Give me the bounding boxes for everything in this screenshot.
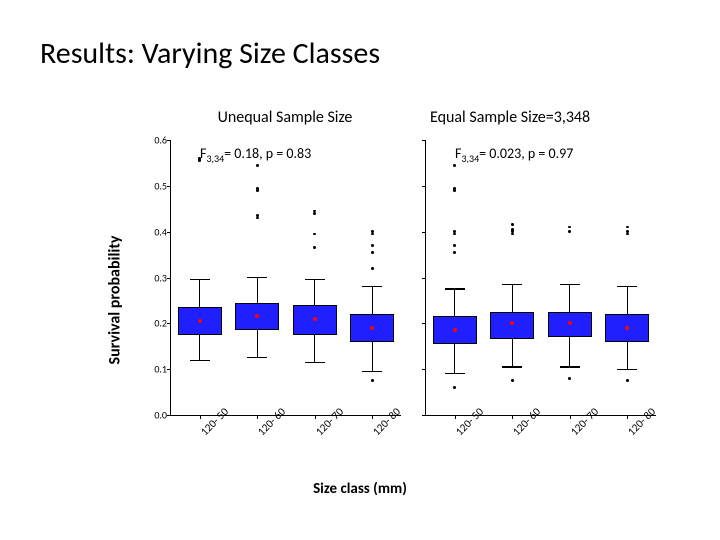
cap-upper xyxy=(560,284,580,285)
cap-lower xyxy=(305,362,325,363)
outlier-dot xyxy=(626,226,629,229)
cap-lower xyxy=(190,360,210,361)
whisker-upper xyxy=(199,280,200,308)
panel-title-left: Unequal Sample Size xyxy=(170,108,400,127)
cap-upper xyxy=(362,286,382,287)
xtick-label: 70 -120 xyxy=(313,405,346,438)
outlier-dot xyxy=(256,189,259,192)
plot-right: 50 -12060 -12070 -12080 -120 xyxy=(425,140,656,416)
whisker-upper xyxy=(512,284,513,312)
outlier-dot xyxy=(371,267,374,270)
ytick-label: 0.0 xyxy=(154,409,171,422)
cap-upper xyxy=(190,279,210,280)
ytick-label: 0.1 xyxy=(154,363,171,376)
outlier-dot xyxy=(313,212,316,215)
cap-upper xyxy=(305,279,325,280)
whisker-lower xyxy=(512,339,513,367)
outlier-dot xyxy=(371,251,374,254)
cap-lower xyxy=(362,371,382,372)
outlier-dot xyxy=(511,223,514,226)
cap-lower xyxy=(617,369,637,370)
outlier-dot xyxy=(453,233,456,236)
cap-upper xyxy=(247,277,267,278)
cap-lower xyxy=(560,366,580,367)
outlier-dot xyxy=(313,246,316,249)
outlier-dot xyxy=(371,233,374,236)
outlier-dot xyxy=(511,233,514,236)
outlier-dot xyxy=(626,379,629,382)
cap-upper xyxy=(445,288,465,289)
xtick-label: 60 -120 xyxy=(510,405,543,438)
xtick-label: 70 -120 xyxy=(568,405,601,438)
outlier-dot xyxy=(568,226,571,229)
whisker-upper xyxy=(314,280,315,305)
ytick-label: 0.6 xyxy=(154,134,171,147)
median-dot xyxy=(453,328,457,332)
ytick-label: 0.5 xyxy=(154,179,171,192)
ytick-label: 0.3 xyxy=(154,271,171,284)
whisker-lower xyxy=(199,335,200,360)
xtick-label: 80 -120 xyxy=(370,405,403,438)
outlier-dot xyxy=(511,379,514,382)
outlier-dot xyxy=(568,230,571,233)
outlier-dot xyxy=(371,379,374,382)
outlier-dot xyxy=(256,217,259,220)
xtick-label: 80 -120 xyxy=(625,405,658,438)
cap-lower xyxy=(445,373,465,374)
cap-upper xyxy=(617,286,637,287)
whisker-lower xyxy=(314,335,315,363)
whisker-upper xyxy=(257,278,258,303)
whisker-upper xyxy=(569,284,570,312)
xtick-label: 50 -120 xyxy=(198,405,231,438)
xtick-label: 60 -120 xyxy=(255,405,288,438)
whisker-lower xyxy=(454,344,455,374)
outlier-dot xyxy=(453,244,456,247)
panel-title-right: Equal Sample Size=3,348 xyxy=(430,108,660,127)
outlier-dot xyxy=(256,164,259,167)
outlier-dot xyxy=(371,244,374,247)
outlier-dot xyxy=(453,251,456,254)
cap-upper xyxy=(502,284,522,285)
whisker-lower xyxy=(257,330,258,358)
xtick-label: 50 -120 xyxy=(453,405,486,438)
whisker-upper xyxy=(454,289,455,317)
cap-lower xyxy=(247,357,267,358)
outlier-dot xyxy=(198,157,201,160)
whisker-upper xyxy=(372,287,373,315)
ytick-label: 0.4 xyxy=(154,225,171,238)
ytick-label: 0.2 xyxy=(154,317,171,330)
x-axis-label: Size class (mm) xyxy=(0,480,720,498)
cap-lower xyxy=(502,366,522,367)
whisker-lower xyxy=(569,337,570,367)
outlier-dot xyxy=(313,233,316,236)
y-axis-label: Survival probability xyxy=(106,236,125,365)
outlier-dot xyxy=(453,189,456,192)
outlier-dot xyxy=(568,377,571,380)
plot-left: 0.00.10.20.30.40.50.650 -12060 -12070 -1… xyxy=(170,140,401,416)
outlier-dot xyxy=(453,164,456,167)
whisker-upper xyxy=(627,287,628,315)
median-dot xyxy=(198,319,202,323)
outlier-dot xyxy=(626,233,629,236)
whisker-lower xyxy=(627,342,628,370)
median-dot xyxy=(313,317,317,321)
outlier-dot xyxy=(453,386,456,389)
slide-title: Results: Varying Size Classes xyxy=(40,35,380,72)
whisker-lower xyxy=(372,342,373,372)
box xyxy=(490,312,534,340)
